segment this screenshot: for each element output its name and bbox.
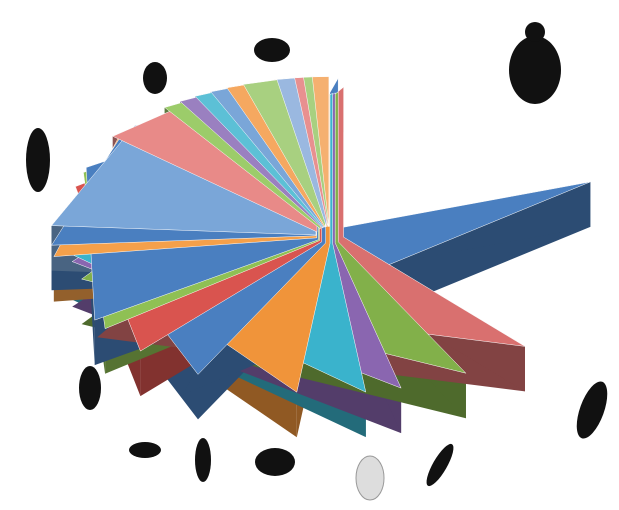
insect	[129, 442, 161, 458]
insect	[576, 381, 608, 439]
insect-silhouettes	[26, 22, 608, 501]
insect	[255, 448, 295, 476]
insect	[525, 22, 545, 42]
insect	[195, 438, 211, 482]
insect	[355, 455, 385, 501]
insect	[143, 62, 167, 94]
insect	[509, 36, 561, 104]
slice	[312, 76, 330, 227]
pie	[50, 76, 591, 438]
insect	[26, 128, 50, 192]
insect	[426, 443, 454, 487]
insect	[79, 366, 101, 410]
insect	[254, 38, 290, 62]
